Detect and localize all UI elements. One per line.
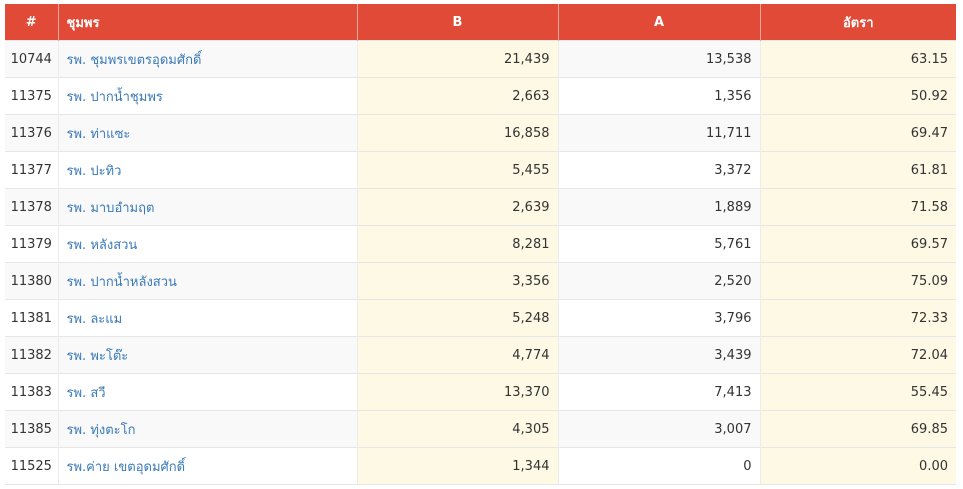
cell-id: 11377 (5, 151, 58, 189)
cell-name: รพ. หลังสวน (57, 225, 357, 263)
cell-a: 1,889 (557, 188, 760, 226)
table-row: 10744 รพ. ชุมพรเขตรอุดมศักดิ์ 21,439 13,538… (5, 40, 956, 78)
cell-a: 13,538 (557, 40, 760, 78)
header-id[interactable]: # (5, 4, 58, 41)
cell-name: รพ. ปากน้ำชุมพร (57, 77, 357, 115)
cell-rate: 0.00 (759, 447, 956, 485)
cell-name: รพ. พะโต๊ะ (57, 336, 357, 374)
hospital-name-link[interactable]: รพ. ปะทิว (66, 163, 122, 179)
cell-id: 11380 (5, 262, 58, 300)
cell-id: 11379 (5, 225, 58, 263)
cell-id: 10744 (5, 40, 58, 78)
hospital-name-link[interactable]: รพ. สวี (66, 385, 106, 401)
cell-id: 11385 (5, 410, 58, 448)
table-body: 10744 รพ. ชุมพรเขตรอุดมศักดิ์ 21,439 13,538… (5, 40, 956, 485)
hospital-name-link[interactable]: รพ. มาบอำมฤต (66, 200, 155, 216)
hospital-data-table: # ชุมพร B A อัตรา 10744 รพ. ชุมพรเขตรอุดม… (5, 4, 956, 485)
cell-rate: 72.04 (759, 336, 956, 374)
hospital-name-link[interactable]: รพ.ค่าย เขตอุดมศักดิ์ (66, 459, 186, 475)
cell-id: 11375 (5, 77, 58, 115)
cell-a: 7,413 (557, 373, 760, 411)
cell-name: รพ. ละแม (57, 299, 357, 337)
cell-b: 5,248 (356, 299, 558, 337)
hospital-name-link[interactable]: รพ. ปากน้ำชุมพร (66, 89, 163, 105)
table-row: 11377 รพ. ปะทิว 5,455 3,372 61.81 (5, 151, 956, 189)
header-rate[interactable]: อัตรา (759, 4, 956, 41)
hospital-name-link[interactable]: รพ. ท่าแซะ (66, 126, 131, 142)
hospital-name-link[interactable]: รพ. ละแม (66, 311, 123, 327)
cell-a: 1,356 (557, 77, 760, 115)
cell-b: 21,439 (356, 40, 558, 78)
table-row: 11379 รพ. หลังสวน 8,281 5,761 69.57 (5, 225, 956, 263)
cell-rate: 55.45 (759, 373, 956, 411)
cell-id: 11378 (5, 188, 58, 226)
cell-rate: 69.57 (759, 225, 956, 263)
cell-a: 3,439 (557, 336, 760, 374)
cell-b: 2,639 (356, 188, 558, 226)
hospital-name-link[interactable]: รพ. ชุมพรเขตรอุดมศักดิ์ (66, 52, 202, 68)
table-row: 11375 รพ. ปากน้ำชุมพร 2,663 1,356 50.92 (5, 77, 956, 115)
cell-name: รพ. ปากน้ำหลังสวน (57, 262, 357, 300)
cell-rate: 69.47 (759, 114, 956, 152)
cell-a: 3,007 (557, 410, 760, 448)
hospital-table-container: # ชุมพร B A อัตรา 10744 รพ. ชุมพรเขตรอุดม… (5, 4, 956, 485)
header-b[interactable]: B (356, 4, 558, 41)
cell-id: 11381 (5, 299, 58, 337)
cell-id: 11376 (5, 114, 58, 152)
cell-b: 4,305 (356, 410, 558, 448)
cell-b: 1,344 (356, 447, 558, 485)
header-name[interactable]: ชุมพร (57, 4, 357, 41)
cell-b: 2,663 (356, 77, 558, 115)
cell-rate: 71.58 (759, 188, 956, 226)
header-a[interactable]: A (557, 4, 760, 41)
cell-rate: 61.81 (759, 151, 956, 189)
hospital-name-link[interactable]: รพ. พะโต๊ะ (66, 348, 129, 364)
cell-rate: 69.85 (759, 410, 956, 448)
cell-b: 3,356 (356, 262, 558, 300)
cell-name: รพ. สวี (57, 373, 357, 411)
cell-a: 3,796 (557, 299, 760, 337)
cell-b: 8,281 (356, 225, 558, 263)
cell-id: 11525 (5, 447, 58, 485)
table-row: 11380 รพ. ปากน้ำหลังสวน 3,356 2,520 75.09 (5, 262, 956, 300)
table-row: 11525 รพ.ค่าย เขตอุดมศักดิ์ 1,344 0 0.00 (5, 447, 956, 485)
cell-a: 5,761 (557, 225, 760, 263)
table-row: 11376 รพ. ท่าแซะ 16,858 11,711 69.47 (5, 114, 956, 152)
hospital-name-link[interactable]: รพ. ปากน้ำหลังสวน (66, 274, 177, 290)
cell-rate: 72.33 (759, 299, 956, 337)
cell-name: รพ. ชุมพรเขตรอุดมศักดิ์ (57, 40, 357, 78)
header-row: # ชุมพร B A อัตรา (5, 4, 956, 41)
cell-rate: 63.15 (759, 40, 956, 78)
table-row: 11378 รพ. มาบอำมฤต 2,639 1,889 71.58 (5, 188, 956, 226)
table-row: 11381 รพ. ละแม 5,248 3,796 72.33 (5, 299, 956, 337)
cell-id: 11383 (5, 373, 58, 411)
cell-name: รพ. มาบอำมฤต (57, 188, 357, 226)
cell-name: รพ. ปะทิว (57, 151, 357, 189)
hospital-name-link[interactable]: รพ. ทุ่งตะโก (66, 422, 136, 438)
table-header: # ชุมพร B A อัตรา (5, 4, 956, 41)
cell-name: รพ.ค่าย เขตอุดมศักดิ์ (57, 447, 357, 485)
hospital-name-link[interactable]: รพ. หลังสวน (66, 237, 138, 253)
table-row: 11385 รพ. ทุ่งตะโก 4,305 3,007 69.85 (5, 410, 956, 448)
cell-a: 3,372 (557, 151, 760, 189)
cell-rate: 50.92 (759, 77, 956, 115)
cell-a: 0 (557, 447, 760, 485)
cell-b: 5,455 (356, 151, 558, 189)
cell-id: 11382 (5, 336, 58, 374)
cell-a: 11,711 (557, 114, 760, 152)
cell-a: 2,520 (557, 262, 760, 300)
cell-b: 16,858 (356, 114, 558, 152)
cell-b: 4,774 (356, 336, 558, 374)
table-row: 11383 รพ. สวี 13,370 7,413 55.45 (5, 373, 956, 411)
cell-rate: 75.09 (759, 262, 956, 300)
cell-b: 13,370 (356, 373, 558, 411)
table-row: 11382 รพ. พะโต๊ะ 4,774 3,439 72.04 (5, 336, 956, 374)
cell-name: รพ. ทุ่งตะโก (57, 410, 357, 448)
cell-name: รพ. ท่าแซะ (57, 114, 357, 152)
